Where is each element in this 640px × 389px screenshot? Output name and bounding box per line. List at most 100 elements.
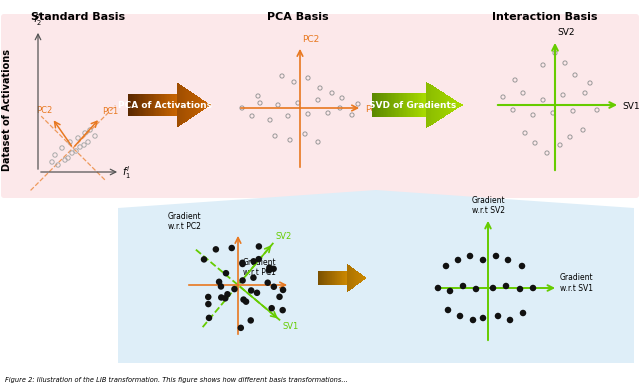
Point xyxy=(248,275,259,281)
Point xyxy=(255,100,265,106)
Bar xyxy=(437,89,438,121)
Bar xyxy=(337,271,338,285)
Bar xyxy=(206,102,207,108)
Bar xyxy=(144,94,146,116)
Bar xyxy=(453,99,454,111)
Point xyxy=(229,286,239,292)
Bar xyxy=(460,104,461,106)
Bar xyxy=(440,91,441,119)
Polygon shape xyxy=(118,190,634,363)
Bar xyxy=(333,271,334,285)
Point xyxy=(262,280,273,286)
Bar xyxy=(186,89,188,121)
Point xyxy=(315,85,325,91)
Bar xyxy=(326,271,328,285)
Point xyxy=(303,111,313,117)
Bar xyxy=(183,87,184,123)
Bar xyxy=(436,88,437,122)
Bar xyxy=(178,84,179,126)
Bar xyxy=(451,98,452,112)
Point xyxy=(53,162,63,168)
Bar xyxy=(433,87,435,123)
Point xyxy=(335,105,345,111)
Bar xyxy=(184,88,186,122)
Point xyxy=(204,301,214,307)
Bar xyxy=(449,97,451,113)
Bar xyxy=(408,93,410,117)
Bar xyxy=(351,267,352,289)
Bar xyxy=(322,271,323,285)
Bar xyxy=(203,100,204,110)
Bar xyxy=(452,99,454,111)
Point xyxy=(283,113,293,119)
Bar xyxy=(365,277,366,279)
Bar xyxy=(192,93,193,117)
Point xyxy=(517,263,527,269)
Bar xyxy=(355,270,356,286)
Bar xyxy=(460,103,461,107)
Bar xyxy=(438,89,439,121)
Bar xyxy=(399,93,401,117)
Point xyxy=(465,253,475,259)
Point xyxy=(237,105,247,111)
Point xyxy=(248,258,259,265)
Bar xyxy=(175,94,177,116)
Bar xyxy=(415,93,417,117)
Point xyxy=(478,257,488,263)
Point xyxy=(528,112,538,118)
Bar xyxy=(129,94,131,116)
Bar xyxy=(388,93,390,117)
Bar xyxy=(156,94,158,116)
Bar xyxy=(356,271,357,285)
Text: Dataset of Activations: Dataset of Activations xyxy=(2,49,12,171)
Bar xyxy=(139,94,141,116)
Bar xyxy=(348,265,349,291)
Text: Standard Basis: Standard Basis xyxy=(31,12,125,22)
Point xyxy=(515,286,525,292)
Bar xyxy=(154,94,156,116)
Bar xyxy=(336,271,337,285)
Bar xyxy=(357,272,358,285)
Point xyxy=(327,90,337,96)
Bar xyxy=(401,93,402,117)
Point xyxy=(199,256,209,263)
Bar xyxy=(188,90,189,120)
Point xyxy=(278,287,288,293)
Text: PC1: PC1 xyxy=(365,105,382,114)
Bar xyxy=(189,91,190,119)
Bar xyxy=(172,94,174,116)
Text: PC2: PC2 xyxy=(302,35,319,44)
Point xyxy=(267,305,277,311)
Bar xyxy=(199,98,201,112)
Bar xyxy=(374,93,376,117)
Point xyxy=(241,298,251,305)
Bar xyxy=(204,101,205,109)
Bar xyxy=(413,93,414,117)
Point xyxy=(441,263,451,269)
Point xyxy=(455,313,465,319)
Point xyxy=(347,112,357,118)
Bar xyxy=(343,271,344,285)
Bar xyxy=(380,93,382,117)
Bar xyxy=(136,94,138,116)
Bar xyxy=(410,93,412,117)
Point xyxy=(60,157,70,163)
Text: Gradient
w.r.t PC1: Gradient w.r.t PC1 xyxy=(243,258,276,277)
Bar xyxy=(458,102,459,108)
Bar xyxy=(325,271,326,285)
Bar xyxy=(164,94,165,116)
Bar xyxy=(451,98,452,112)
Text: SV1: SV1 xyxy=(282,322,298,331)
Bar xyxy=(149,94,150,116)
Bar xyxy=(131,94,132,116)
Bar xyxy=(391,93,393,117)
Bar xyxy=(350,266,351,289)
Bar xyxy=(454,100,455,110)
Bar xyxy=(143,94,145,116)
Bar xyxy=(198,97,199,113)
Bar xyxy=(159,94,161,116)
Bar xyxy=(445,94,446,116)
Bar xyxy=(329,271,330,285)
Bar xyxy=(205,102,206,108)
Point xyxy=(246,317,256,324)
